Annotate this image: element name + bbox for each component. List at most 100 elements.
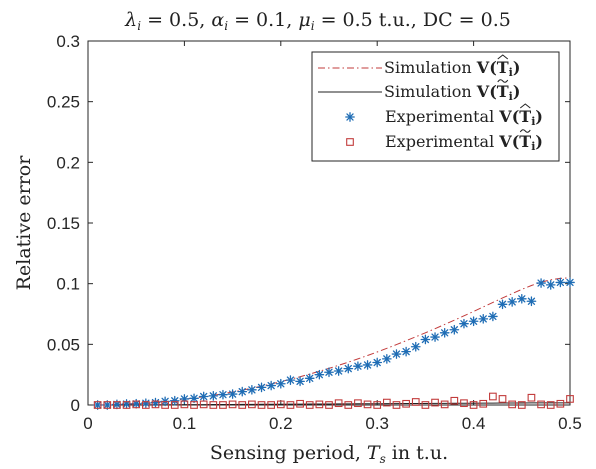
series-2-point-10 [189, 393, 199, 404]
series-2-point-15 [237, 386, 248, 397]
series-3-point-39 [469, 401, 478, 409]
y-tick-label-5: 0.25 [47, 93, 80, 112]
series-3-point-26 [344, 401, 353, 409]
series-3-point-16 [248, 400, 256, 409]
series-2-point-33 [410, 341, 421, 352]
y-tick-labels: 0 0.05 0.1 0.15 0.2 0.25 0.3 [47, 32, 80, 415]
series-3-point-48 [556, 399, 565, 408]
title-alpha-symbol: α [211, 9, 224, 31]
legend-label-2: Experimental V(Ti) [385, 107, 543, 128]
series-3-point-33 [411, 398, 420, 406]
series-3-point-44 [517, 401, 526, 409]
series-2-point-23 [314, 369, 325, 380]
series-3-point-42 [498, 395, 507, 403]
legend-hat-letter-0: T [497, 58, 509, 77]
x-tick-label-4: 0.4 [462, 414, 486, 433]
series-2-point-40 [478, 314, 489, 324]
series-3-point-11 [199, 400, 208, 409]
series-3-point-43 [508, 400, 517, 409]
series-3 [93, 392, 574, 409]
series-3-point-24 [325, 401, 333, 409]
title-lambda-value: = 0.5, [141, 9, 211, 31]
x-axis-label-post: in t.u. [386, 442, 448, 464]
legend-marker-2 [345, 112, 355, 122]
legend-marker-3 [346, 138, 354, 146]
series-3-point-29 [373, 401, 382, 409]
series-3-point-25 [334, 399, 343, 408]
series-3-point-37 [450, 396, 459, 405]
x-axis-label-symbol: T [367, 442, 381, 464]
y-tick-label-6: 0.3 [56, 32, 80, 51]
series-3-point-34 [421, 401, 430, 409]
series-2-point-32 [401, 346, 411, 357]
series-3-point-31 [392, 401, 401, 409]
series-3-point-1 [103, 401, 112, 409]
series-3-point-9 [180, 400, 189, 409]
series-2-point-36 [439, 327, 450, 338]
series-3-point-10 [190, 401, 198, 409]
legend-entry-1: Simulation V(Ti) [318, 79, 520, 103]
series-2-point-13 [218, 389, 228, 400]
series-3-point-27 [354, 399, 362, 408]
legend-entry-0: Simulation V(Ti) [318, 54, 520, 79]
series-2-point-30 [381, 354, 392, 364]
title-mu-value: = 0.5 t.u., DC = 0.5 [315, 9, 511, 31]
series-3-point-36 [440, 400, 449, 409]
legend-hat-2 [519, 103, 531, 109]
series-2-point-35 [430, 332, 440, 342]
series-3-point-2 [113, 401, 121, 409]
series-3-point-40 [479, 399, 488, 408]
legend-tilde-1 [497, 79, 509, 83]
series-2-point-16 [247, 384, 257, 395]
series-2-point-18 [266, 380, 277, 391]
series-3-point-17 [257, 401, 266, 409]
legend-hat-letter-3: T [519, 132, 531, 151]
y-tick-label-3: 0.15 [47, 214, 80, 233]
series-3-point-6 [151, 400, 160, 409]
series-2-point-17 [256, 382, 267, 393]
series-2-point-14 [227, 389, 238, 399]
series-3-point-21 [296, 399, 304, 408]
series-2-point-28 [362, 360, 373, 370]
x-tick-label-2: 0.2 [269, 414, 293, 433]
series-3-point-49 [566, 395, 574, 403]
series-3-point-15 [238, 401, 247, 409]
series-2-point-25 [333, 366, 344, 376]
series-3-point-12 [209, 401, 218, 409]
legend-label-1: Simulation V(Ti) [384, 82, 520, 103]
series-2-point-24 [324, 367, 334, 378]
series-3-point-13 [219, 401, 227, 409]
series-2-point-31 [391, 349, 402, 359]
series-3-point-32 [402, 399, 410, 408]
series-2-point-48 [555, 277, 566, 288]
y-tick-label-4: 0.2 [56, 153, 80, 172]
x-axis-label-pre: Sensing period, [210, 442, 367, 464]
series-2-point-47 [545, 280, 556, 290]
series-layer [92, 277, 575, 410]
series-3-point-3 [122, 401, 131, 409]
series-3-point-47 [546, 401, 555, 409]
axis-ticks [87, 40, 571, 406]
series-3-point-46 [537, 400, 545, 409]
series-2-point-21 [295, 376, 305, 387]
x-tick-labels: 0 0.1 0.2 0.3 0.4 0.5 [83, 414, 582, 433]
series-3-point-23 [315, 400, 324, 409]
title-lambda-subscript: i [137, 19, 141, 33]
series-3-point-0 [93, 401, 102, 409]
series-3-point-8 [170, 401, 179, 409]
title-mu-subscript: i [311, 19, 315, 33]
title-alpha-subscript: i [224, 19, 228, 33]
series-3-point-20 [286, 401, 295, 409]
legend-entry-3: Experimental V(Ti) [346, 129, 543, 153]
y-tick-label-0: 0 [71, 396, 80, 415]
x-axis-label: Sensing period, Ts in t.u. [210, 442, 448, 466]
legend: Simulation V(Ti) Simulation V(Ti) Experime… [311, 51, 560, 162]
series-2-point-43 [507, 297, 518, 307]
legend-label-0: Simulation V(Ti) [384, 58, 520, 79]
series-2-point-8 [169, 395, 180, 406]
series-2-point-22 [304, 373, 315, 384]
y-tick-label-2: 0.1 [56, 275, 80, 294]
legend-label-3: Experimental V(Ti) [385, 132, 543, 153]
series-3-point-28 [363, 400, 372, 409]
